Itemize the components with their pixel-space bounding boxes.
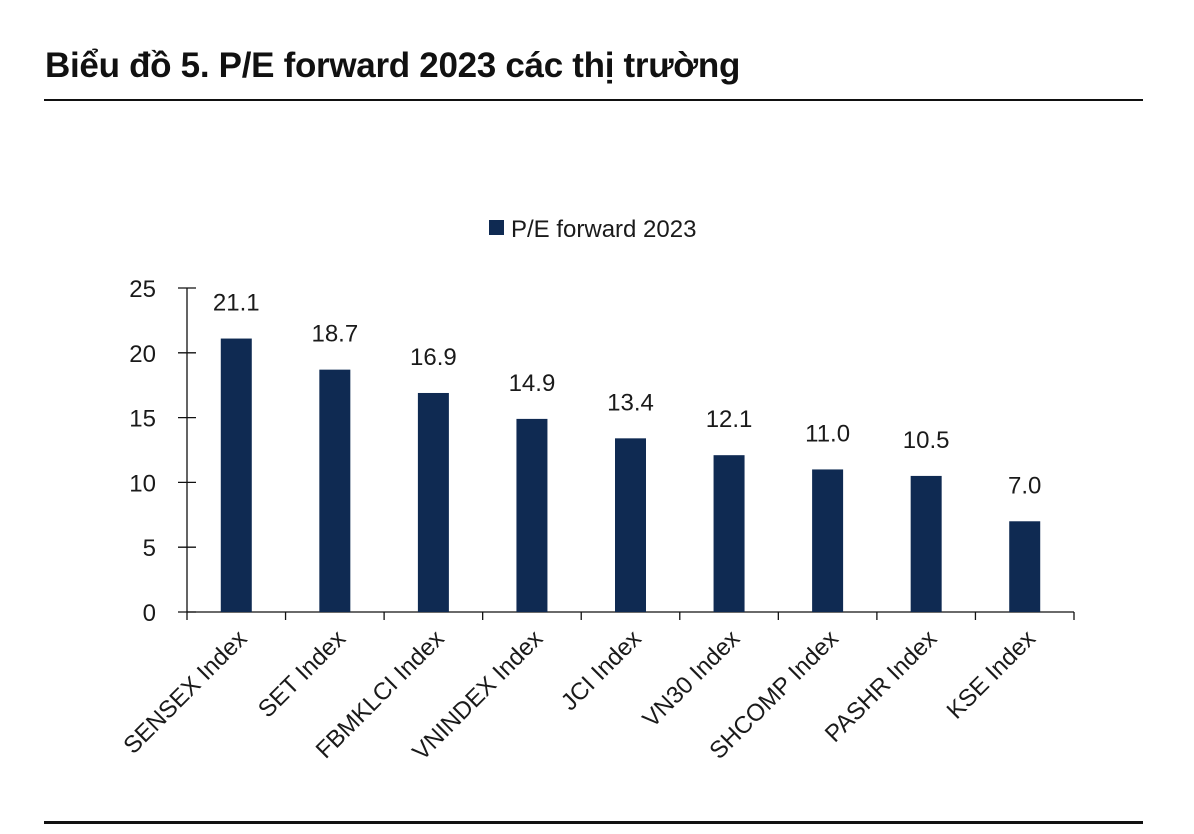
y-tick-label: 10 (129, 470, 156, 497)
bar-sensex-index (220, 338, 252, 612)
data-label: 7.0 (1008, 472, 1041, 499)
x-tick-label: KSE Index (942, 625, 1041, 724)
data-label: 16.9 (410, 344, 457, 371)
bar-pashr-index (910, 475, 942, 612)
y-tick-label: 25 (129, 276, 156, 303)
bar-vn30-index (713, 455, 745, 612)
legend-label: P/E forward 2023 (511, 216, 696, 243)
bar-set-index (319, 369, 351, 612)
data-label: 10.5 (903, 427, 950, 454)
data-label: 21.1 (213, 290, 260, 317)
bar-shcomp-index (812, 469, 844, 612)
legend-swatch (489, 220, 504, 235)
data-label: 11.0 (805, 420, 850, 447)
bar-fbmklci-index (417, 392, 449, 612)
data-label: 13.4 (607, 389, 654, 416)
bar-jci-index (615, 438, 646, 612)
x-tick-label: SENSEX Index (118, 625, 252, 759)
y-tick-label: 5 (143, 535, 156, 562)
title-divider (44, 99, 1143, 101)
x-tick-label: JCI Index (556, 625, 647, 716)
bar-kse-index (1009, 521, 1041, 612)
bar-vnindex-index (516, 418, 548, 612)
data-label: 14.9 (509, 370, 556, 397)
x-tick-label: SET Index (253, 625, 351, 723)
bottom-divider (44, 821, 1143, 824)
data-label: 18.7 (311, 321, 358, 348)
data-label: 12.1 (706, 406, 753, 433)
x-tick-label: VN30 Index (638, 625, 746, 733)
y-tick-label: 15 (129, 406, 156, 433)
y-tick-label: 0 (143, 600, 156, 627)
chart-title: Biểu đồ 5. P/E forward 2023 các thị trườ… (45, 46, 741, 85)
y-tick-label: 20 (129, 341, 156, 368)
